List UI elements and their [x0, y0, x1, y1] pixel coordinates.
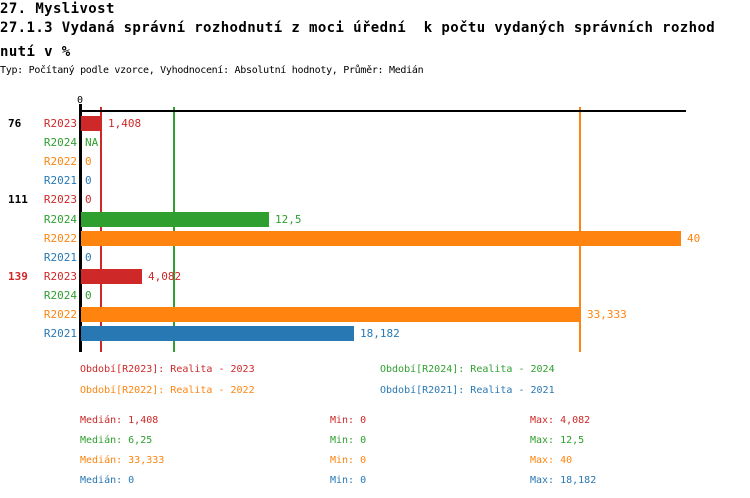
- series-row-label: R2021: [43, 327, 77, 340]
- stat-min-R2022: Min: 0: [330, 455, 367, 466]
- stat-median-R2021: Medián: 0: [80, 475, 135, 486]
- bar-value-label: 1,408: [108, 117, 142, 130]
- median-line-R2023: [100, 107, 102, 352]
- report-section-title: 27. Myslivost: [0, 1, 115, 17]
- legend-item-R2021: Období[R2021]: Realita - 2021: [380, 385, 555, 396]
- y-axis-line: [79, 104, 82, 352]
- stat-max-R2022: Max: 40: [530, 455, 573, 466]
- series-row-label: R2023: [43, 193, 77, 206]
- legend-item-R2024: Období[R2024]: Realita - 2024: [380, 364, 555, 375]
- group-label: 76: [8, 117, 22, 130]
- group-label: 111: [8, 193, 28, 207]
- bar-value-label: 0: [85, 174, 92, 187]
- bar-R2021: [81, 326, 354, 341]
- indicator-meta: Typ: Počítaný podle vzorce, Vyhodnocení:…: [0, 65, 424, 76]
- bar-value-label: 4,082: [148, 270, 182, 283]
- bar-value-label: 0: [85, 251, 92, 264]
- bar-value-label: 33,333: [587, 308, 627, 321]
- bar-R2022: [81, 231, 681, 246]
- median-line-R2022: [579, 107, 581, 352]
- series-row-label: R2022: [43, 155, 77, 168]
- series-row-label: R2024: [43, 213, 77, 226]
- bar-value-label: 12,5: [275, 213, 302, 226]
- bar-value-label: 0: [85, 155, 92, 168]
- x-axis-line: [80, 110, 686, 112]
- indicator-title-line1: 27.1.3 Vydaná správní rozhodnutí z moci …: [0, 20, 716, 36]
- series-row-label: R2024: [43, 289, 77, 302]
- series-row-label: R2024: [43, 136, 77, 149]
- legend-item-R2022: Období[R2022]: Realita - 2022: [80, 385, 255, 396]
- stat-min-R2023: Min: 0: [330, 415, 367, 426]
- series-row-label: R2022: [43, 308, 77, 321]
- series-row-label: R2022: [43, 232, 77, 245]
- stat-median-R2024: Medián: 6,25: [80, 435, 153, 446]
- bar-R2024: [81, 212, 269, 227]
- bar-R2023: [81, 116, 102, 131]
- bar-value-label: NA: [85, 136, 99, 149]
- bar-value-label: 0: [85, 193, 92, 206]
- bar-R2023: [81, 269, 142, 284]
- bar-value-label: 18,182: [360, 327, 400, 340]
- legend-item-R2023: Období[R2023]: Realita - 2023: [80, 364, 255, 375]
- series-row-label: R2023: [43, 270, 77, 283]
- series-row-label: R2021: [43, 251, 77, 264]
- series-row-label: R2023: [43, 117, 77, 130]
- indicator-title-line2: nutí v %: [0, 44, 71, 60]
- median-line-R2024: [173, 107, 175, 352]
- bar-value-label: 0: [85, 289, 92, 302]
- series-row-label: R2021: [43, 174, 77, 187]
- axis-zero-tick-label: 0: [77, 95, 84, 106]
- stat-max-R2023: Max: 4,082: [530, 415, 591, 426]
- stat-max-R2021: Max: 18,182: [530, 475, 597, 486]
- stat-min-R2024: Min: 0: [330, 435, 367, 446]
- stat-median-R2023: Medián: 1,408: [80, 415, 159, 426]
- stat-min-R2021: Min: 0: [330, 475, 367, 486]
- bar-R2022: [81, 307, 581, 322]
- group-label: 139: [8, 269, 28, 283]
- stat-median-R2022: Medián: 33,333: [80, 455, 165, 466]
- stat-max-R2024: Max: 12,5: [530, 435, 585, 446]
- bar-value-label: 40: [687, 232, 701, 245]
